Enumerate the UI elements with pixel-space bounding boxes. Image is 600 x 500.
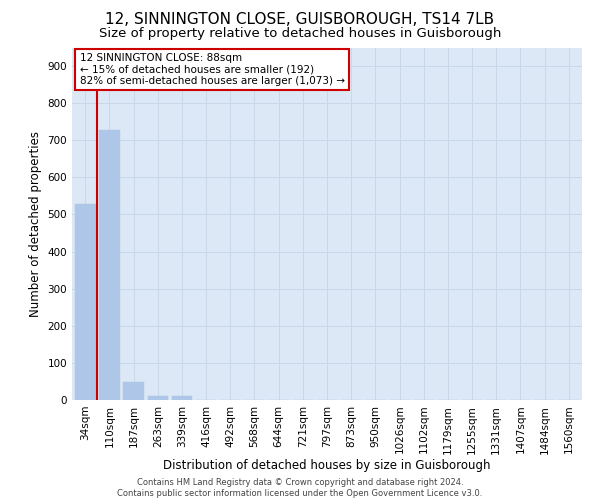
X-axis label: Distribution of detached houses by size in Guisborough: Distribution of detached houses by size … — [163, 459, 491, 472]
Bar — [124, 382, 144, 400]
Bar — [172, 396, 192, 400]
Text: Size of property relative to detached houses in Guisborough: Size of property relative to detached ho… — [99, 28, 501, 40]
Bar — [148, 396, 168, 400]
Text: 12 SINNINGTON CLOSE: 88sqm
← 15% of detached houses are smaller (192)
82% of sem: 12 SINNINGTON CLOSE: 88sqm ← 15% of deta… — [80, 53, 344, 86]
Y-axis label: Number of detached properties: Number of detached properties — [29, 130, 42, 317]
Bar — [99, 130, 120, 400]
Bar — [75, 204, 95, 400]
Text: Contains HM Land Registry data © Crown copyright and database right 2024.
Contai: Contains HM Land Registry data © Crown c… — [118, 478, 482, 498]
Text: 12, SINNINGTON CLOSE, GUISBOROUGH, TS14 7LB: 12, SINNINGTON CLOSE, GUISBOROUGH, TS14 … — [106, 12, 494, 28]
